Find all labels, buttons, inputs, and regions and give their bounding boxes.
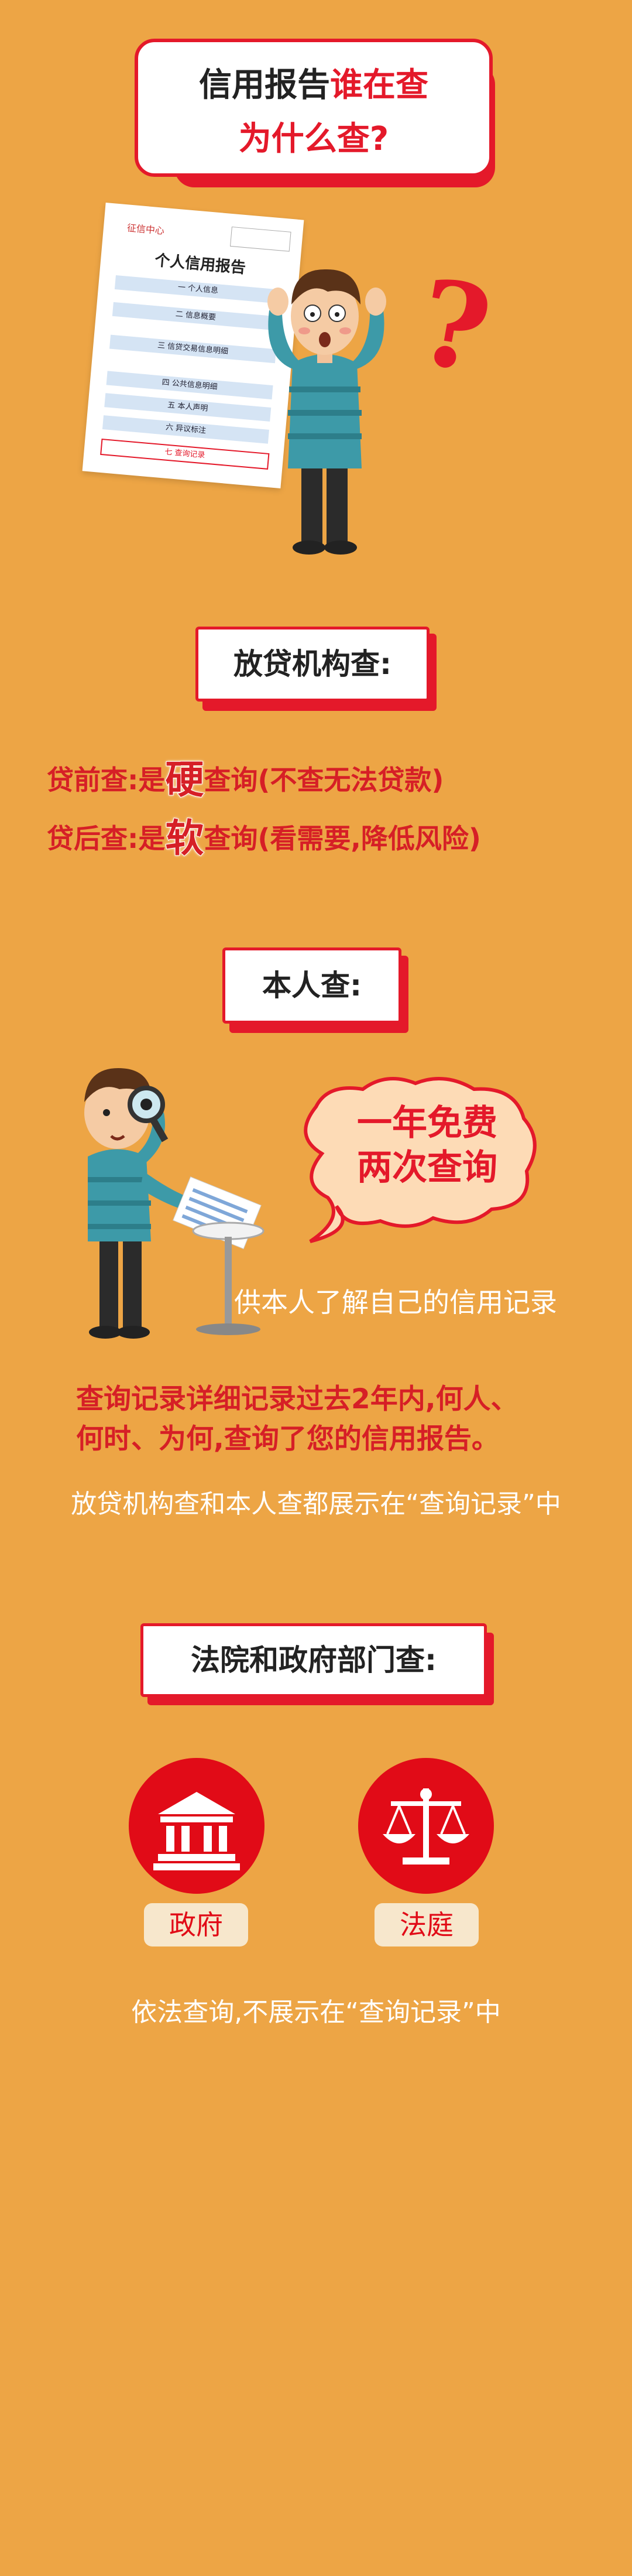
- government-icon: [129, 1758, 265, 1894]
- title-part-red: 谁在查: [330, 66, 428, 104]
- soft-query-char: 软: [164, 815, 204, 861]
- query-record-detail-line-2: 何时、为何,查询了您的信用报告。: [76, 1423, 499, 1455]
- page-title: 信用报告谁在查: [135, 59, 493, 106]
- hard-query-char: 硬: [164, 757, 204, 803]
- lender-section-label: 放贷机构查:: [195, 627, 430, 702]
- court-section-label: 法院和政府部门查:: [140, 1623, 487, 1697]
- report-row-query-records: 七 查询记录: [100, 438, 270, 470]
- bubble-line-2: 两次查询: [357, 1147, 497, 1188]
- free-query-text: 一年免费 两次查询: [310, 1101, 544, 1190]
- self-query-caption: 供本人了解自己的信用记录: [234, 1287, 557, 1318]
- confused-man-illustration: [267, 269, 386, 555]
- question-mark: ?: [408, 252, 500, 401]
- pre-loan-check-line: 贷前查:是硬查询(不查无法贷款): [47, 748, 444, 805]
- court-icon: [358, 1758, 494, 1894]
- query-record-detail-line-1: 查询记录详细记录过去2年内,何人、: [76, 1383, 518, 1415]
- report-header: 征信中心: [126, 222, 165, 237]
- pre-loan-suffix: 查询(不查无法贷款): [204, 764, 444, 796]
- free-query-bubble: [304, 1077, 537, 1243]
- page-subtitle: 为什么查?: [238, 120, 389, 158]
- post-loan-prefix: 贷后查:是: [47, 823, 166, 854]
- government-tag: 政府: [144, 1903, 248, 1946]
- court-tag: 法庭: [375, 1903, 479, 1946]
- pre-loan-prefix: 贷前查:是: [47, 764, 166, 796]
- building-icon: [153, 1792, 240, 1870]
- man-with-magnifier-illustration: [84, 1068, 265, 1339]
- scales-icon: [383, 1788, 469, 1865]
- title-card: [135, 39, 493, 177]
- bubble-line-1: 一年免费: [357, 1103, 497, 1144]
- query-record-note: 放贷机构查和本人查都展示在“查询记录”中: [71, 1489, 561, 1519]
- post-loan-suffix: 查询(看需要,降低风险): [204, 823, 481, 854]
- court-query-note: 依法查询,不展示在“查询记录”中: [131, 1997, 501, 2027]
- title-part-black: 信用报告: [199, 66, 330, 104]
- self-section-label: 本人查:: [222, 947, 401, 1024]
- report-row: 六 异议标注: [102, 415, 269, 444]
- post-loan-check-line: 贷后查:是软查询(看需要,降低风险): [47, 807, 481, 863]
